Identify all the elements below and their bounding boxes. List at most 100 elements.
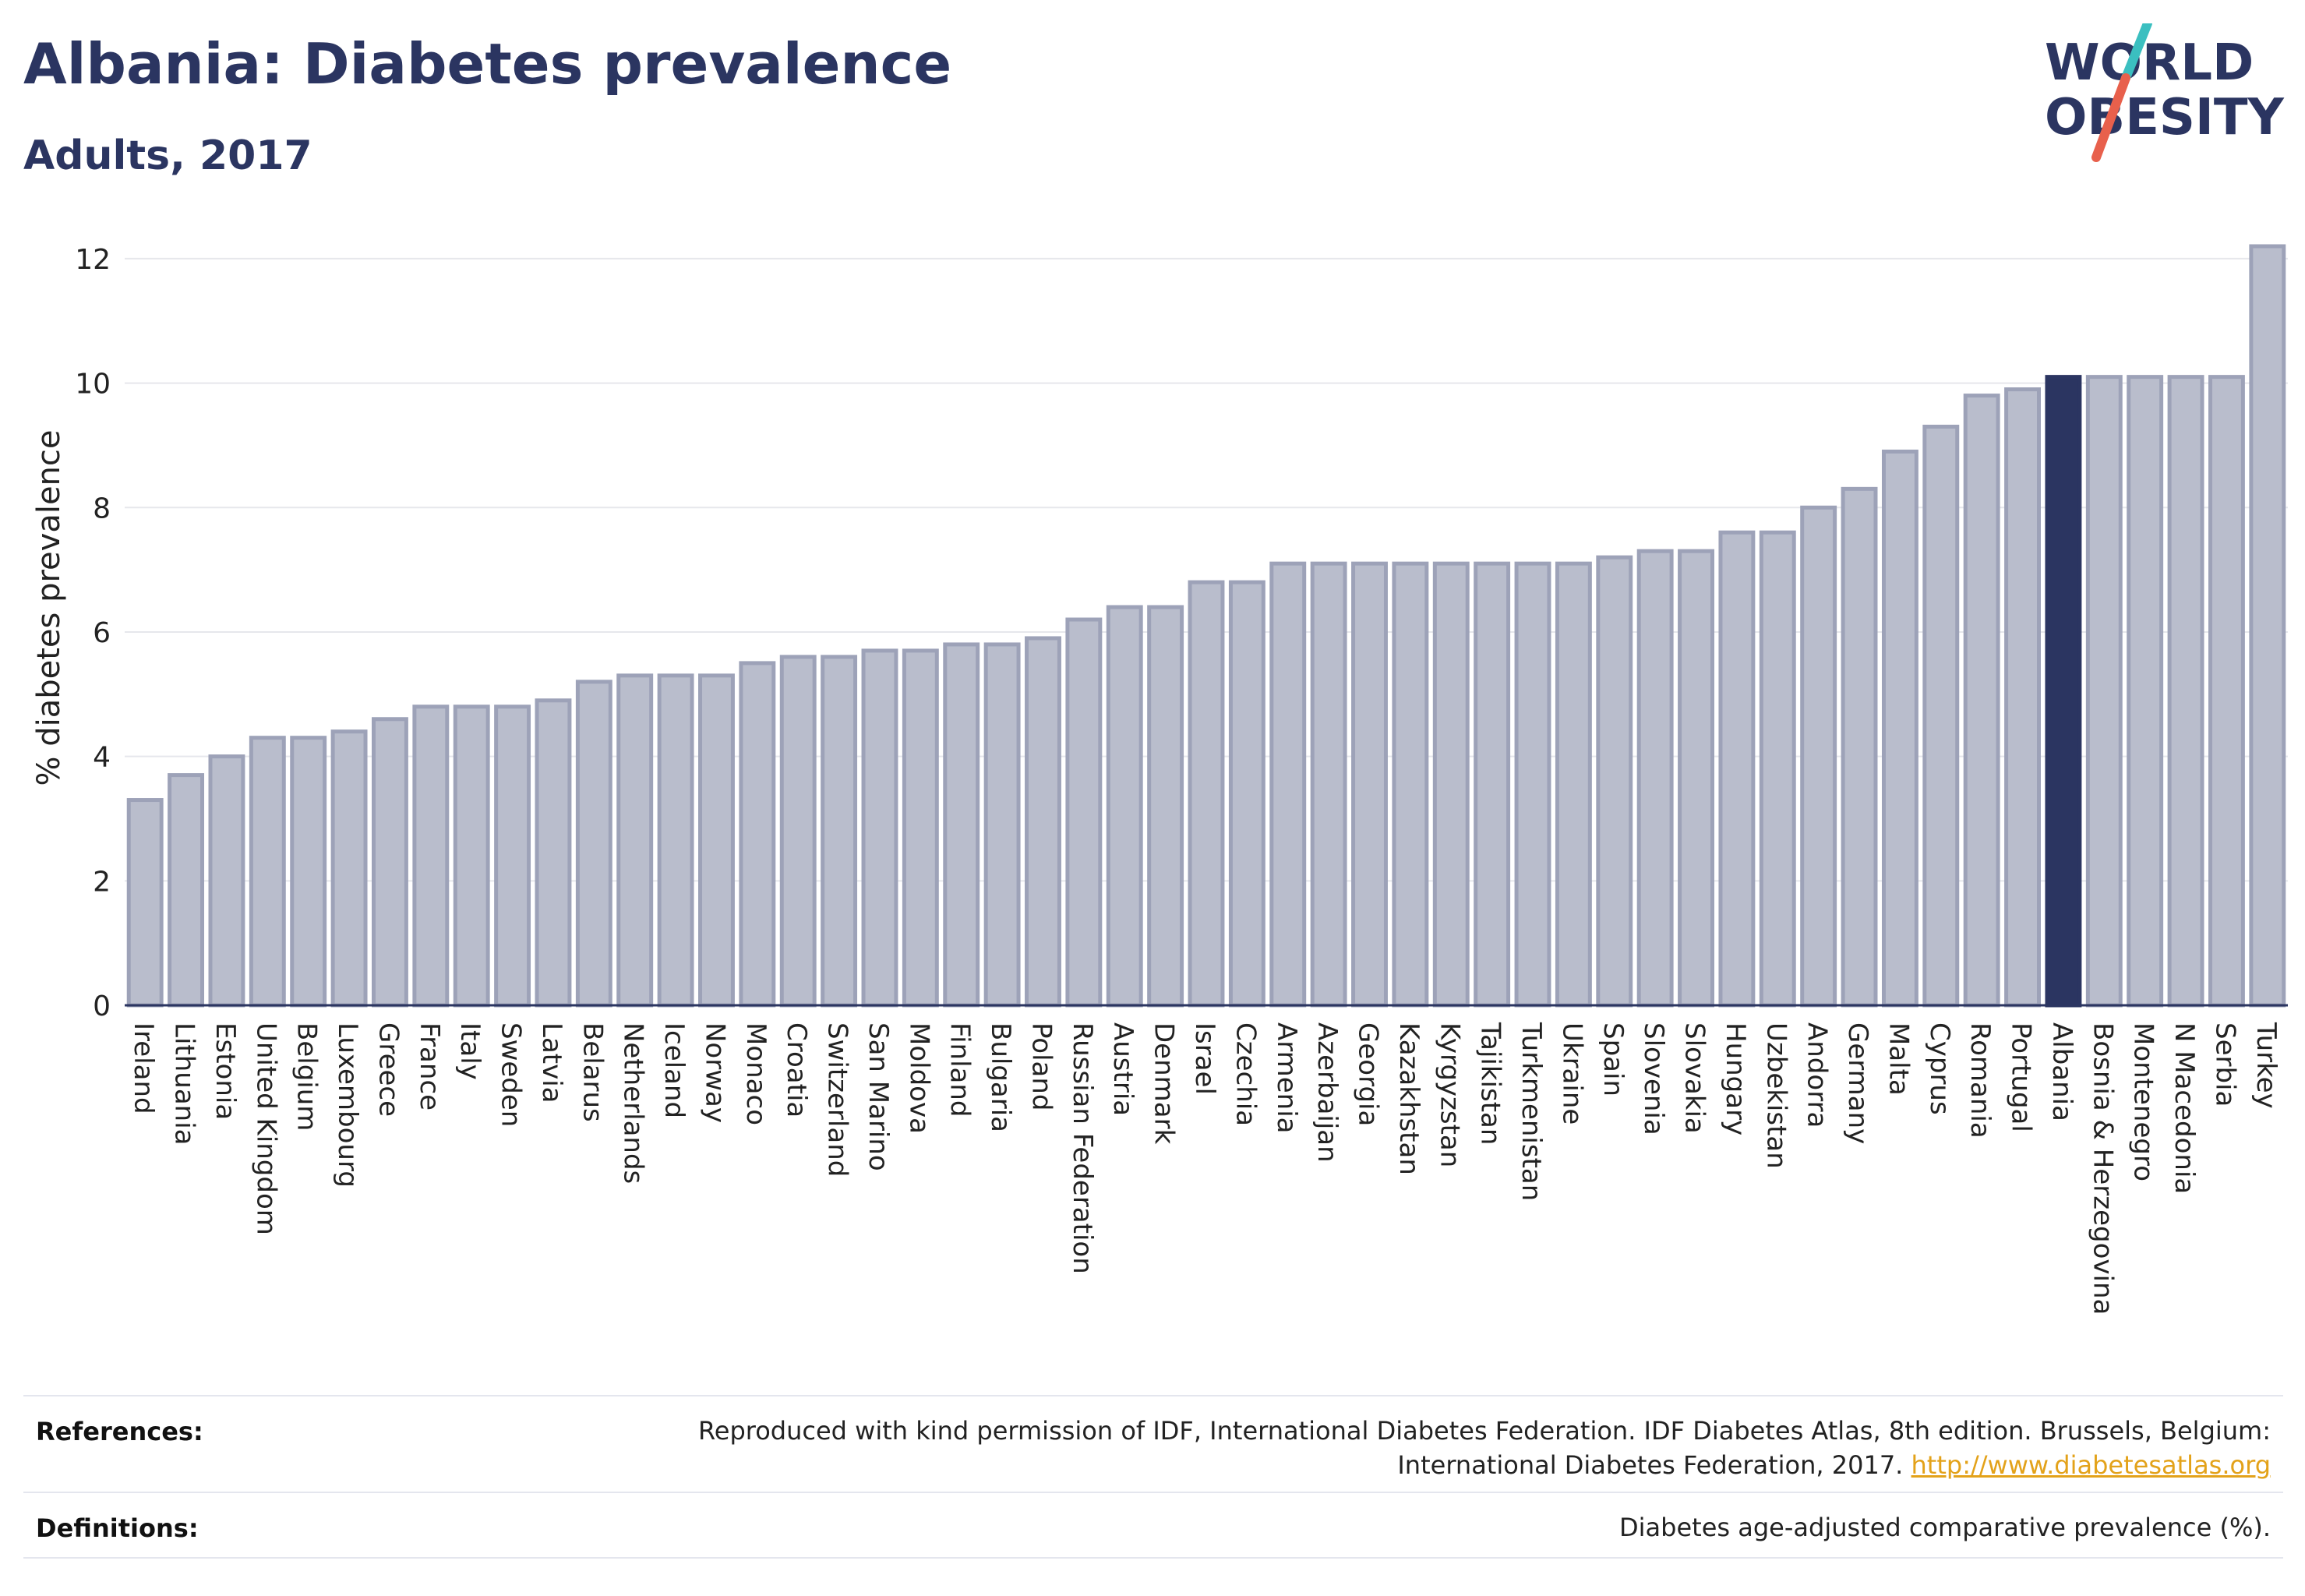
bar: [1963, 394, 2000, 1008]
bar: [1514, 561, 1551, 1008]
bar: [412, 704, 450, 1008]
y-tick-label: 0: [93, 990, 111, 1022]
x-tick-label: Luxembourg: [332, 1022, 363, 1188]
x-tick-label: Belgium: [291, 1022, 323, 1131]
footer-divider-bottom: [23, 1557, 2283, 1559]
bar: [1310, 561, 1347, 1008]
bar: [1555, 561, 1592, 1008]
bars: [126, 244, 2286, 1008]
bar: [249, 736, 286, 1008]
y-axis-label: % diabetes prevalence: [31, 429, 67, 786]
bar: [1147, 605, 1184, 1008]
bar-chart: 0 2 4 6 8 10 12 % diabetes prevalence Ireland L…: [31, 244, 2288, 1315]
x-tick-label: Ireland: [128, 1022, 159, 1114]
y-tick-label: 6: [93, 617, 111, 649]
y-tick-label: 8: [93, 493, 111, 524]
bar: [1269, 561, 1307, 1008]
definitions-label: Definitions:: [36, 1513, 199, 1543]
bar: [535, 698, 572, 1008]
bar: [698, 673, 735, 1008]
x-tick-label: Bosnia & Herzegovina: [2087, 1022, 2118, 1315]
x-tick-label: Finland: [944, 1022, 976, 1118]
x-tick-label: Hungary: [1720, 1022, 1751, 1135]
logo-slash-bottom: [2091, 73, 2130, 162]
x-tick-label: Norway: [699, 1022, 730, 1123]
x-tick-label: Portugal: [2006, 1022, 2037, 1132]
bar: [2167, 375, 2204, 1008]
x-tick-label: Turkey: [2250, 1022, 2282, 1109]
x-tick-label: Belarus: [577, 1022, 608, 1122]
bar: [126, 798, 164, 1008]
x-tick-label: Moldova: [903, 1022, 934, 1134]
bar: [616, 673, 654, 1008]
bar: [1841, 486, 1878, 1008]
x-tick-label: Montenegro: [2128, 1022, 2159, 1181]
bar: [330, 729, 368, 1008]
bar: [1106, 605, 1143, 1008]
bar: [1351, 561, 1388, 1008]
x-tick-label: Estonia: [210, 1022, 241, 1120]
bar: [290, 736, 327, 1008]
bar: [1474, 561, 1511, 1008]
x-tick-label: France: [414, 1022, 445, 1110]
y-tick-label: 10: [75, 369, 111, 401]
x-tick-label: San Marino: [863, 1022, 894, 1171]
y-tick-label: 2: [93, 866, 111, 898]
bar: [2127, 375, 2164, 1008]
bar: [1432, 561, 1470, 1008]
x-tick-label: Tajikistan: [1475, 1022, 1506, 1145]
x-tick-label: Austria: [1107, 1022, 1138, 1116]
diabetes-atlas-link[interactable]: http://www.diabetesatlas.org: [1911, 1450, 2271, 1480]
x-tick-label: Iceland: [658, 1022, 690, 1118]
x-tick-label: Poland: [1025, 1022, 1057, 1111]
x-tick-label: Kyrgyzstan: [1434, 1022, 1465, 1167]
logo-slash-top: [2121, 23, 2152, 83]
bar: [821, 655, 858, 1008]
bar: [943, 642, 980, 1008]
bar: [1065, 617, 1103, 1008]
bar: [1800, 505, 1837, 1008]
x-tick-label: Latvia: [536, 1022, 567, 1103]
x-tick-label: Albania: [2046, 1022, 2077, 1121]
x-tick-label: Kazakhstan: [1393, 1022, 1424, 1175]
x-tick-label: United Kingdom: [250, 1022, 281, 1235]
bar: [1392, 561, 1429, 1008]
world-obesity-logo: WORLD OBESITY: [2045, 23, 2284, 162]
x-tick-label: Italy: [454, 1022, 485, 1080]
bar: [902, 648, 939, 1008]
x-tick-label: Russian Federation: [1067, 1022, 1098, 1274]
x-tick-label: Monaco: [740, 1022, 771, 1125]
x-tick-label: Slovenia: [1638, 1022, 1669, 1135]
bar: [1678, 549, 1714, 1008]
page-subtitle: Adults, 2017: [23, 132, 312, 179]
bar: [2085, 375, 2123, 1008]
x-tick-label: Denmark: [1149, 1022, 1180, 1145]
bar: [861, 648, 898, 1008]
bar: [453, 704, 490, 1008]
x-tick-label: Switzerland: [822, 1022, 853, 1177]
references-line-2-text: International Diabetes Federation, 2017.: [1397, 1450, 1904, 1480]
x-tick-label: Andorra: [1802, 1022, 1833, 1128]
footer-divider-middle: [23, 1492, 2283, 1493]
x-tick-label: Malta: [1883, 1022, 1914, 1096]
references-text: Reproduced with kind permission of IDF, …: [698, 1414, 2271, 1482]
bar: [779, 655, 817, 1008]
y-tick-label: 4: [93, 742, 111, 774]
bar: [1636, 549, 1674, 1008]
bar: [983, 642, 1021, 1008]
bar: [1025, 636, 1061, 1008]
y-tick-label: 12: [75, 244, 111, 276]
x-tick-label: Sweden: [496, 1022, 527, 1127]
x-tick-label: Azerbaijan: [1311, 1022, 1343, 1163]
bar: [1596, 555, 1633, 1008]
references-line-1: Reproduced with kind permission of IDF, …: [697, 1416, 2271, 1446]
references-label: References:: [36, 1417, 203, 1446]
bar: [1228, 580, 1265, 1008]
x-tick-label: Israel: [1189, 1022, 1220, 1095]
x-tick-label: Netherlands: [618, 1022, 649, 1184]
bar: [372, 717, 408, 1008]
bar: [168, 773, 205, 1008]
x-tick-label: Armenia: [1271, 1022, 1302, 1134]
x-tick-label: Uzbekistan: [1760, 1022, 1791, 1169]
bar: [657, 673, 694, 1008]
